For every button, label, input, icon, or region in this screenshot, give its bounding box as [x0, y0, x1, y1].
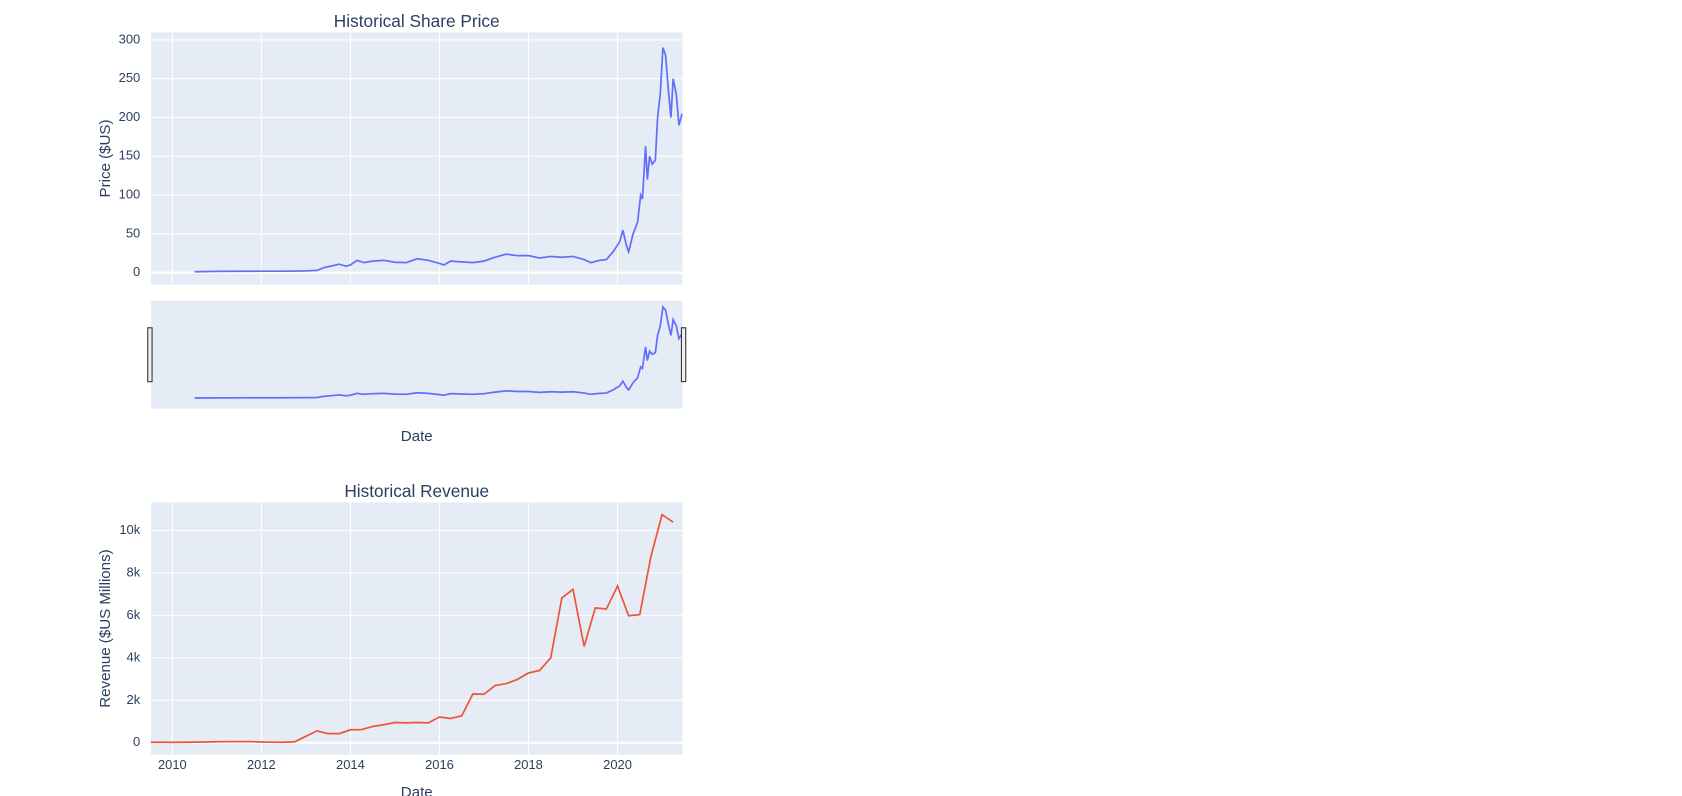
y-tick-label: 0 — [133, 264, 140, 279]
x-tick-label: 2020 — [603, 757, 632, 772]
x-axis-title: Date — [401, 784, 433, 796]
slider-handle[interactable] — [147, 327, 153, 383]
line — [194, 47, 683, 273]
y-axis-title: Price ($US) — [97, 120, 114, 198]
y-tick-label: 2k — [127, 692, 141, 707]
x-tick-label: 2014 — [336, 757, 365, 772]
y-tick-label: 10k — [119, 522, 140, 537]
chart-title: Historical Revenue — [344, 481, 489, 501]
y-axis-title: Revenue ($US Millions) — [97, 549, 114, 707]
y-tick-label: 50 — [126, 225, 140, 240]
x-tick-label: 2016 — [425, 757, 454, 772]
y-tick-label: 200 — [119, 109, 141, 124]
x-tick-label: 2012 — [247, 757, 276, 772]
plot-area — [150, 32, 683, 285]
y-tick-label: 150 — [119, 148, 141, 163]
slider-handle[interactable] — [680, 327, 687, 383]
x-tick-label: 2010 — [158, 757, 187, 772]
y-tick-label: 250 — [119, 70, 141, 85]
plot-area — [150, 502, 683, 755]
y-tick-label: 0 — [133, 734, 140, 749]
y-tick-label: 6k — [127, 607, 141, 622]
y-tick-label: 8k — [127, 564, 141, 579]
range-slider[interactable] — [150, 300, 683, 409]
y-tick-label: 100 — [119, 187, 141, 202]
chart-title: Historical Share Price — [334, 11, 500, 31]
x-tick-label: 2018 — [514, 757, 543, 772]
slider-line — [194, 304, 683, 399]
y-tick-label: 300 — [119, 31, 141, 46]
line — [150, 513, 674, 744]
x-axis-title: Date — [401, 428, 433, 445]
y-tick-label: 4k — [127, 649, 141, 664]
